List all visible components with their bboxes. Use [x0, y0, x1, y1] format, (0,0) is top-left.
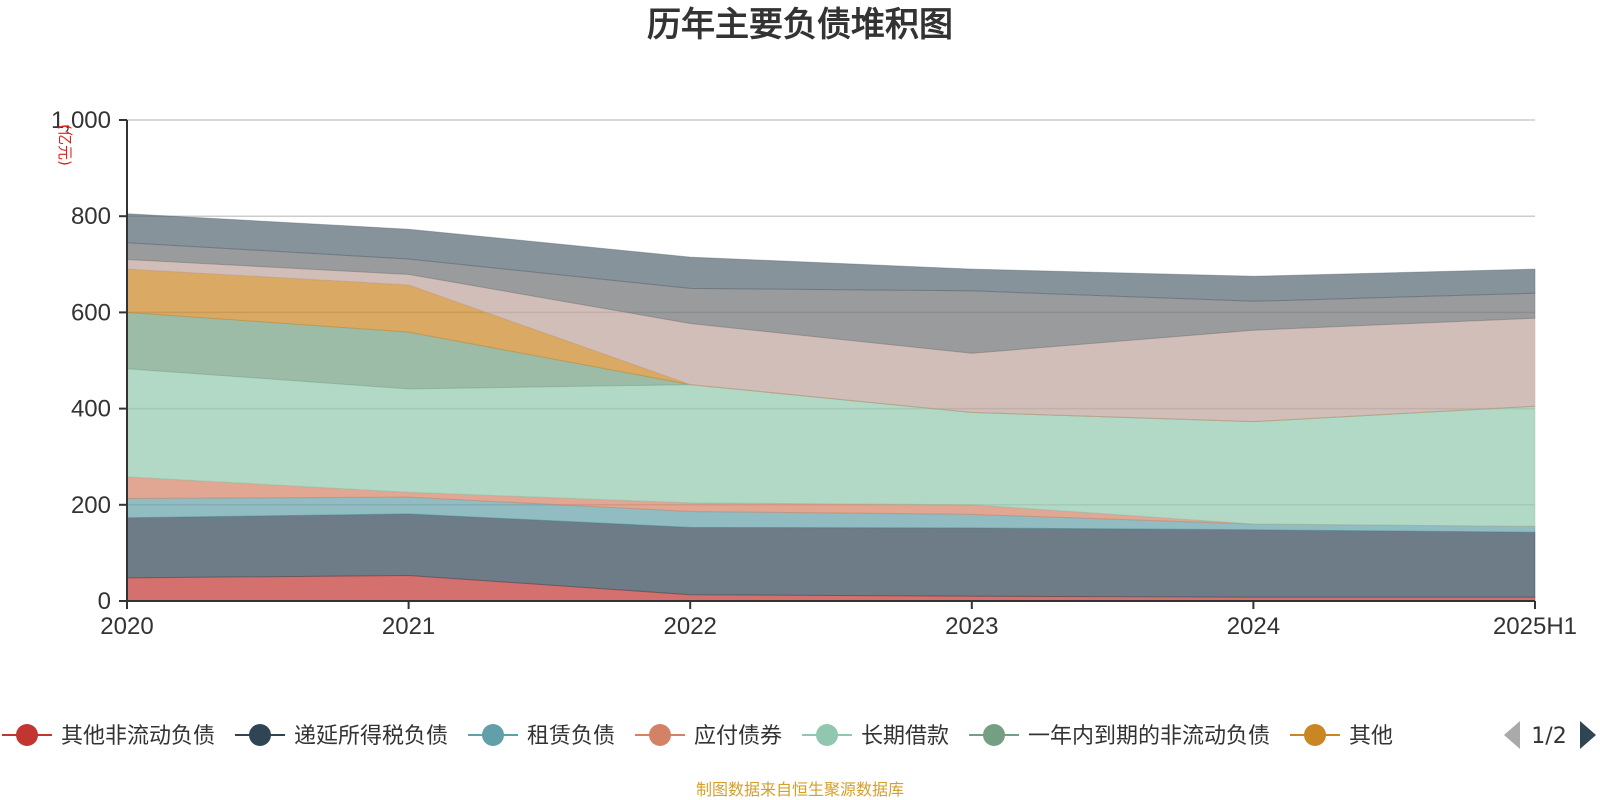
legend-label: 应付债券: [694, 724, 782, 749]
legend-page-indicator: 1/2: [1531, 724, 1566, 749]
legend-item-6[interactable]: 一年内到期的非流动负债: [969, 724, 1270, 749]
legend-item-7[interactable]: 其他: [1290, 724, 1393, 749]
data-source-note: 制图数据来自恒生聚源数据库: [696, 780, 904, 799]
x-tick-label: 2024: [1227, 613, 1280, 640]
y-tick-label: 0: [98, 588, 111, 615]
legend-label: 长期借款: [861, 724, 949, 749]
legend-marker-icon: [16, 724, 38, 746]
axes: 0 200 400 600 800 1,000 2020 2021 2022 2023 2024 20…: [51, 107, 1577, 640]
legend-item-3[interactable]: 租赁负债: [468, 724, 615, 749]
legend-prev-page-icon[interactable]: [1504, 721, 1520, 749]
area-series-4: [126, 476, 1536, 527]
y-tick-label: 200: [71, 492, 111, 519]
legend-marker-icon: [649, 724, 671, 746]
y-tick-label: 800: [71, 203, 111, 230]
chart-title: 历年主要负债堆积图: [647, 5, 953, 45]
y-tick-label: 600: [71, 299, 111, 326]
legend-item-2[interactable]: 递延所得税负债: [235, 724, 448, 749]
legend-marker-icon: [482, 724, 504, 746]
legend-pager: 1/2: [1504, 721, 1596, 749]
legend-label: 一年内到期的非流动负债: [1028, 724, 1270, 749]
legend-item-1[interactable]: 其他非流动负债: [2, 724, 215, 749]
x-tick-label: 2022: [664, 613, 717, 640]
legend-next-page-icon[interactable]: [1580, 721, 1596, 749]
legend-marker-icon: [983, 724, 1005, 746]
x-tick-label: 2021: [382, 613, 435, 640]
x-tick-label: 2023: [945, 613, 998, 640]
legend-label: 其他非流动负债: [61, 724, 215, 749]
legend-item-5[interactable]: 长期借款: [802, 724, 949, 749]
legend-label: 租赁负债: [527, 724, 615, 749]
legend-marker-icon: [249, 724, 271, 746]
legend-marker-icon: [1304, 724, 1326, 746]
legend: 其他非流动负债 递延所得税负债 租赁负债 应付债券 长期借款 一年内到期的非流动负债 其他: [2, 724, 1393, 749]
legend-marker-icon: [816, 724, 838, 746]
legend-label: 其他: [1349, 724, 1393, 749]
legend-item-4[interactable]: 应付债券: [635, 724, 782, 749]
legend-label: 递延所得税负债: [294, 724, 448, 749]
area-series-10: [126, 213, 1536, 302]
area-series: [126, 213, 1536, 602]
y-axis-unit: (亿元): [56, 124, 74, 166]
x-tick-label: 2020: [100, 613, 153, 640]
y-tick-label: 400: [71, 396, 111, 423]
y-tick-label: 1,000: [51, 107, 111, 134]
x-tick-label: 2025H1: [1493, 613, 1577, 640]
